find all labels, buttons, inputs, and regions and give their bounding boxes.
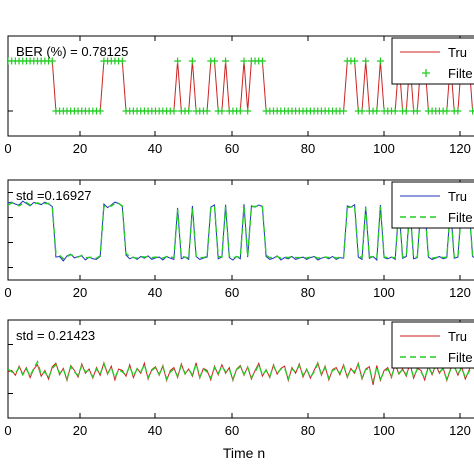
data-point: [454, 107, 462, 115]
legend-label: Filte: [448, 66, 473, 81]
data-point: [402, 107, 410, 115]
legend-label: Tru: [448, 45, 467, 60]
panel-3: 0 20 40 60 80 100 120 std = 0.21423 Tru Filte Time…: [4, 319, 474, 461]
data-point: [244, 107, 252, 115]
data-point: [373, 107, 381, 115]
data-point: [48, 57, 56, 65]
legend-box: [391, 37, 474, 85]
data-point: [362, 57, 370, 65]
data-point: [170, 107, 178, 115]
x-tick-label: 20: [73, 423, 87, 438]
x-tick-label: 0: [4, 423, 11, 438]
x-tick-label: 40: [148, 423, 162, 438]
series-markers: [8, 57, 474, 115]
x-tick-label: 0: [4, 285, 11, 300]
panel-annotation: std =0.16927: [16, 188, 92, 203]
legend-label: Filte: [448, 210, 473, 225]
x-tick-label: 20: [73, 141, 87, 156]
data-point: [240, 57, 248, 65]
data-point: [188, 57, 196, 65]
panel-2: 0 20 40 60 80 100 120 std =0.16927 Tru Filte: [4, 179, 474, 300]
x-tick-label: 80: [301, 141, 315, 156]
data-point: [185, 107, 193, 115]
panel-annotation: std = 0.21423: [16, 328, 95, 343]
x-tick-label: 20: [73, 285, 87, 300]
x-tick-label: 80: [301, 285, 315, 300]
x-tick-label: 100: [373, 423, 395, 438]
x-tick-label: 80: [301, 423, 315, 438]
legend: Tru Filte: [391, 37, 474, 85]
legend-swatch: [422, 69, 430, 77]
x-tick-label: 100: [373, 285, 395, 300]
x-tick-label: 40: [148, 285, 162, 300]
data-point: [358, 107, 366, 115]
x-tick-label: 120: [449, 423, 471, 438]
data-point: [391, 107, 399, 115]
data-point: [469, 107, 474, 115]
data-point: [351, 57, 359, 65]
legend: Tru Filte: [391, 181, 474, 229]
data-point: [340, 107, 348, 115]
data-point: [443, 107, 451, 115]
data-point: [118, 57, 126, 65]
x-tick-label: 120: [449, 141, 471, 156]
legend-label: Tru: [448, 189, 467, 204]
data-point: [236, 107, 244, 115]
data-point: [222, 57, 230, 65]
panel-annotation: BER (%) = 0.78125: [16, 44, 128, 59]
x-tick-label: 40: [148, 141, 162, 156]
x-tick-label: 60: [225, 423, 239, 438]
legend: Tru Filte: [391, 321, 474, 369]
data-point: [96, 107, 104, 115]
data-point: [376, 57, 384, 65]
series-line: [8, 359, 474, 383]
x-tick-label: 120: [449, 285, 471, 300]
data-point: [211, 57, 218, 65]
panel-1: 0 20 40 60 80 100 120 BER (%) = 0.78125 Tru Filte: [4, 35, 474, 156]
data-point: [174, 57, 182, 65]
legend-box: [391, 321, 474, 369]
x-tick-label: 60: [225, 141, 239, 156]
data-point: [258, 57, 266, 65]
x-axis-label: Time n: [223, 445, 265, 461]
x-tick-label: 100: [373, 141, 395, 156]
data-point: [203, 107, 211, 115]
plot-area: [8, 57, 474, 115]
legend-label: Tru: [448, 329, 467, 344]
legend-box: [391, 181, 474, 229]
series-line: [8, 201, 474, 260]
data-point: [218, 107, 226, 115]
legend-label: Filte: [448, 350, 473, 365]
x-tick-label: 0: [4, 141, 11, 156]
plot-area: [8, 359, 474, 385]
data-point: [413, 107, 421, 115]
x-tick-label: 60: [225, 285, 239, 300]
